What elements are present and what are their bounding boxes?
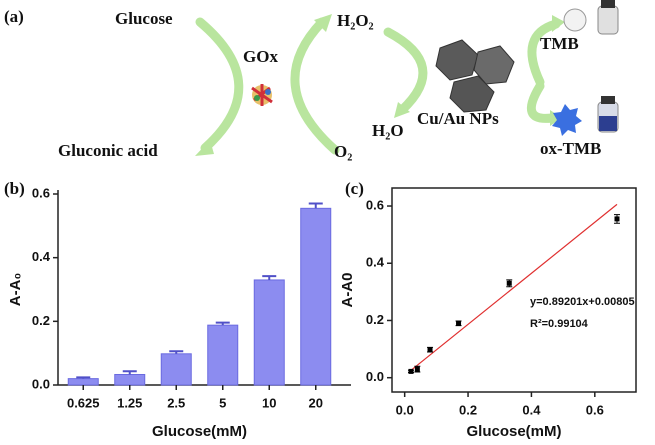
blue-blob <box>552 104 582 136</box>
arrowhead <box>195 140 214 156</box>
bar <box>114 373 146 386</box>
x-tick-label: 0.2 <box>459 402 477 417</box>
error-bar <box>76 376 91 379</box>
node-label: GOx <box>243 47 278 66</box>
node-label: Glucose <box>115 9 173 28</box>
arrowhead <box>394 102 410 118</box>
arrowhead <box>552 15 565 32</box>
particle <box>435 39 479 81</box>
ox-tmb-icon <box>552 96 619 136</box>
error-bar <box>169 350 184 354</box>
node-label: TMB <box>540 34 579 53</box>
fit-r2: R²=0.99104 <box>530 318 589 330</box>
enzyme-icon <box>251 84 273 106</box>
y-tick-label: 0.4 <box>366 255 385 270</box>
point <box>614 216 620 222</box>
panel-label: (b) <box>4 179 25 198</box>
error-bar <box>262 275 277 280</box>
bar <box>207 324 239 386</box>
node-label: Cu/Au NPs <box>417 109 499 128</box>
arrow <box>290 17 340 155</box>
error-bar <box>215 321 230 326</box>
arrow <box>383 27 428 115</box>
y-axis-label: A-A₀ <box>7 273 24 306</box>
node-label: H₂O₂ <box>337 11 374 30</box>
error-bar <box>308 202 323 209</box>
x-tick-label: 0.625 <box>67 395 100 410</box>
x-tick-label: 20 <box>309 395 323 410</box>
point <box>506 280 512 286</box>
x-tick-label: 0.6 <box>586 402 604 417</box>
arrowhead <box>314 14 332 32</box>
tmb-icon <box>563 0 619 35</box>
x-tick-label: 5 <box>219 395 226 410</box>
node-label: H₂O <box>372 121 404 140</box>
fit-line <box>409 203 618 373</box>
node-label: ox-TMB <box>540 139 601 158</box>
point <box>427 347 433 353</box>
node-label: Gluconic acid <box>58 141 158 160</box>
y-tick-label: 0.2 <box>366 312 384 327</box>
arrow <box>527 19 561 87</box>
x-tick-label: 1.25 <box>117 395 142 410</box>
arrow <box>195 17 244 153</box>
bottle <box>597 5 619 35</box>
y-axis-label: A-A0 <box>339 272 356 307</box>
bar <box>160 353 192 386</box>
x-tick-label: 10 <box>262 395 276 410</box>
liquid <box>599 116 617 131</box>
point <box>456 320 462 326</box>
panel-label: (c) <box>345 179 364 198</box>
x-axis-label: Glucose(mM) <box>152 423 247 440</box>
cloud <box>563 8 587 32</box>
cap <box>601 96 615 104</box>
x-tick-label: 0.4 <box>522 402 541 417</box>
y-tick-label: 0.2 <box>32 313 50 328</box>
enzyme-dot <box>265 89 271 95</box>
point <box>414 366 420 372</box>
bar <box>300 207 332 386</box>
particle <box>449 75 495 113</box>
x-tick-label: 0.0 <box>396 402 414 417</box>
fit-equation: y=0.89201x+0.00805 <box>530 296 635 308</box>
point <box>408 368 414 374</box>
arrow <box>526 81 557 123</box>
bar <box>253 279 285 386</box>
enzyme-dot <box>254 95 260 101</box>
error-bar <box>122 370 137 375</box>
y-tick-label: 0.6 <box>366 197 384 212</box>
nanoparticles <box>435 39 515 113</box>
node-label: O₂ <box>334 142 352 161</box>
y-tick-label: 0.0 <box>32 376 50 391</box>
plot-frame <box>391 187 637 393</box>
y-tick-label: 0.0 <box>366 369 384 384</box>
bar <box>67 378 99 386</box>
x-axis-label: Glucose(mM) <box>466 423 561 440</box>
x-tick-label: 2.5 <box>167 395 185 410</box>
y-tick-label: 0.4 <box>32 249 51 264</box>
panel-label: (a) <box>4 7 24 26</box>
y-tick-label: 0.6 <box>32 185 50 200</box>
cap <box>601 0 615 8</box>
particle <box>473 45 515 85</box>
